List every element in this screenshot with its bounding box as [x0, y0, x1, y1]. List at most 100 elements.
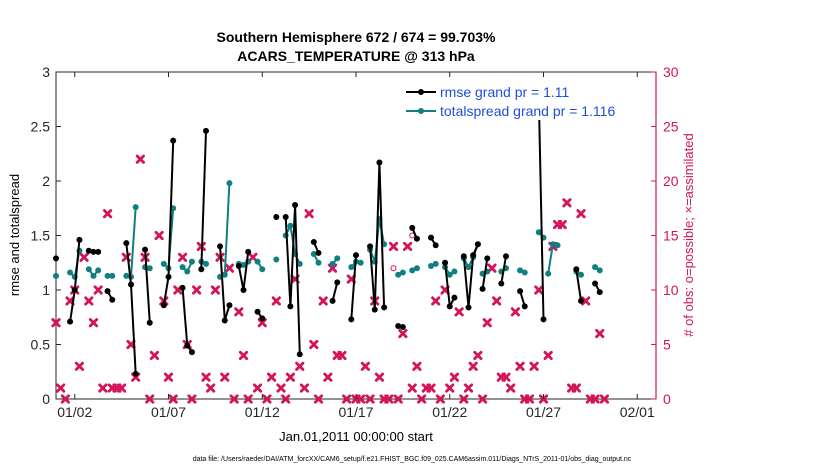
y-tick-label-right: 10	[663, 282, 679, 298]
obs-assimilated-marker	[431, 296, 441, 306]
rmse-point	[381, 304, 388, 311]
rmse-line	[537, 97, 545, 320]
rmse-point	[573, 266, 580, 273]
rmse-point	[179, 284, 186, 291]
spread-point	[132, 204, 139, 211]
rmse-point	[446, 303, 453, 310]
rmse-point	[484, 255, 491, 262]
rmse-point	[198, 266, 205, 273]
y-tick-label-left: 0.5	[31, 337, 51, 353]
y-tick-label-left: 2	[42, 173, 50, 189]
axes-ticks: 01/02 01/07 01/12 01/17 01/22 01/27 02/01 0 0.5 1…	[31, 64, 679, 420]
spread-point	[104, 272, 111, 279]
rmse-point	[165, 273, 172, 280]
rmse-line	[284, 204, 301, 355]
spread-point	[549, 241, 556, 248]
spread-point	[596, 267, 603, 274]
rmse-point	[203, 127, 209, 134]
rmse-line	[350, 255, 357, 320]
obs-assimilated-marker	[318, 296, 328, 306]
rmse-point	[428, 234, 434, 241]
obs-assimilated-marker	[309, 339, 319, 350]
rmse-point	[296, 351, 303, 358]
rmse-point	[315, 249, 322, 256]
rmse-point	[517, 288, 524, 295]
plot-area	[55, 71, 657, 400]
rmse-point	[245, 248, 252, 255]
x-axis-label: Jan.01,2011 00:00:00 start	[279, 429, 433, 444]
rmse-point	[479, 285, 486, 292]
y-tick-label-left: 0	[42, 391, 50, 407]
obs-assimilated-marker	[135, 154, 145, 164]
obs-assimilated-marker	[252, 383, 263, 393]
rmse-point	[217, 243, 224, 250]
rmse-point	[334, 279, 341, 286]
spread-point	[348, 264, 355, 271]
rmse-point	[596, 289, 603, 296]
obs-assimilated-marker	[168, 394, 178, 404]
spread-point	[578, 271, 584, 278]
obs-assimilated-marker	[534, 285, 544, 295]
obs-assimilated-marker	[262, 394, 272, 404]
obs-assimilated-marker	[374, 372, 385, 382]
y-tick-label-right: 0	[663, 391, 671, 407]
rmse-point	[376, 159, 383, 166]
obs-assimilated-marker	[74, 361, 85, 371]
spread-point	[109, 272, 116, 279]
obs-assimilated-marker	[276, 383, 286, 393]
spread-point	[357, 259, 364, 266]
y-tick-label-left: 1.5	[31, 228, 51, 244]
obs-assimilated-marker	[581, 296, 591, 306]
rmse-point	[413, 235, 420, 242]
y-axis-label-right: # of obs: o=possible; ×=assimilated	[681, 133, 696, 336]
obs-assimilated-marker	[299, 383, 310, 393]
x-tick-label: 01/22	[432, 404, 467, 420]
spread-point	[146, 265, 153, 272]
obs-assimilated-marker	[407, 383, 417, 393]
legend-spread-label: totalspread grand pr = 1.116	[440, 103, 615, 119]
spread-point	[221, 271, 228, 278]
rmse-point	[460, 253, 467, 260]
obs-assimilated-marker	[557, 219, 567, 230]
obs-assimilated-marker	[473, 350, 483, 361]
obs-assimilated-marker	[388, 241, 399, 252]
obs-assimilated-marker	[248, 252, 258, 262]
rmse-point	[540, 316, 547, 323]
spread-point	[315, 259, 322, 266]
legend-rmse-marker	[418, 89, 424, 95]
y-tick-label-right: 20	[663, 173, 679, 189]
obs-assimilated-marker	[224, 263, 235, 273]
spread-point	[259, 266, 266, 273]
rmse-point	[235, 263, 242, 270]
rmse-point	[76, 236, 83, 243]
obs-assimilated-marker	[468, 361, 478, 371]
spread-point	[184, 268, 191, 275]
spread-point	[67, 269, 74, 276]
spread-point	[160, 260, 167, 267]
obs-possible-marker	[390, 265, 397, 272]
obs-assimilated-marker	[201, 372, 211, 382]
obs-assimilated-marker	[79, 252, 89, 262]
chart-title-line1: Southern Hemisphere 672 / 674 = 99.703%	[217, 29, 497, 45]
obs-assimilated-marker	[365, 394, 375, 404]
x-tick-label: 01/07	[151, 404, 186, 420]
spread-point	[226, 180, 233, 187]
obs-assimilated-marker	[454, 307, 464, 317]
obs-assimilated-marker	[88, 318, 99, 328]
rmse-point	[240, 287, 247, 293]
obs-assimilated-marker	[145, 394, 155, 404]
spread-point	[95, 267, 102, 274]
rmse-point	[128, 281, 134, 288]
obs-assimilated-marker	[571, 383, 581, 393]
y-tick-label-right: 5	[663, 337, 671, 353]
rmse-point	[188, 349, 195, 356]
obs-assimilated-marker	[323, 372, 333, 382]
obs-assimilated-marker	[234, 307, 244, 317]
spread-point	[334, 255, 341, 262]
rmse-point	[578, 297, 584, 304]
rmse-point	[371, 306, 378, 313]
rmse-point	[273, 213, 280, 220]
spread-point	[329, 260, 336, 267]
obs-assimilated-marker	[60, 394, 70, 404]
rmse-point	[287, 303, 294, 310]
